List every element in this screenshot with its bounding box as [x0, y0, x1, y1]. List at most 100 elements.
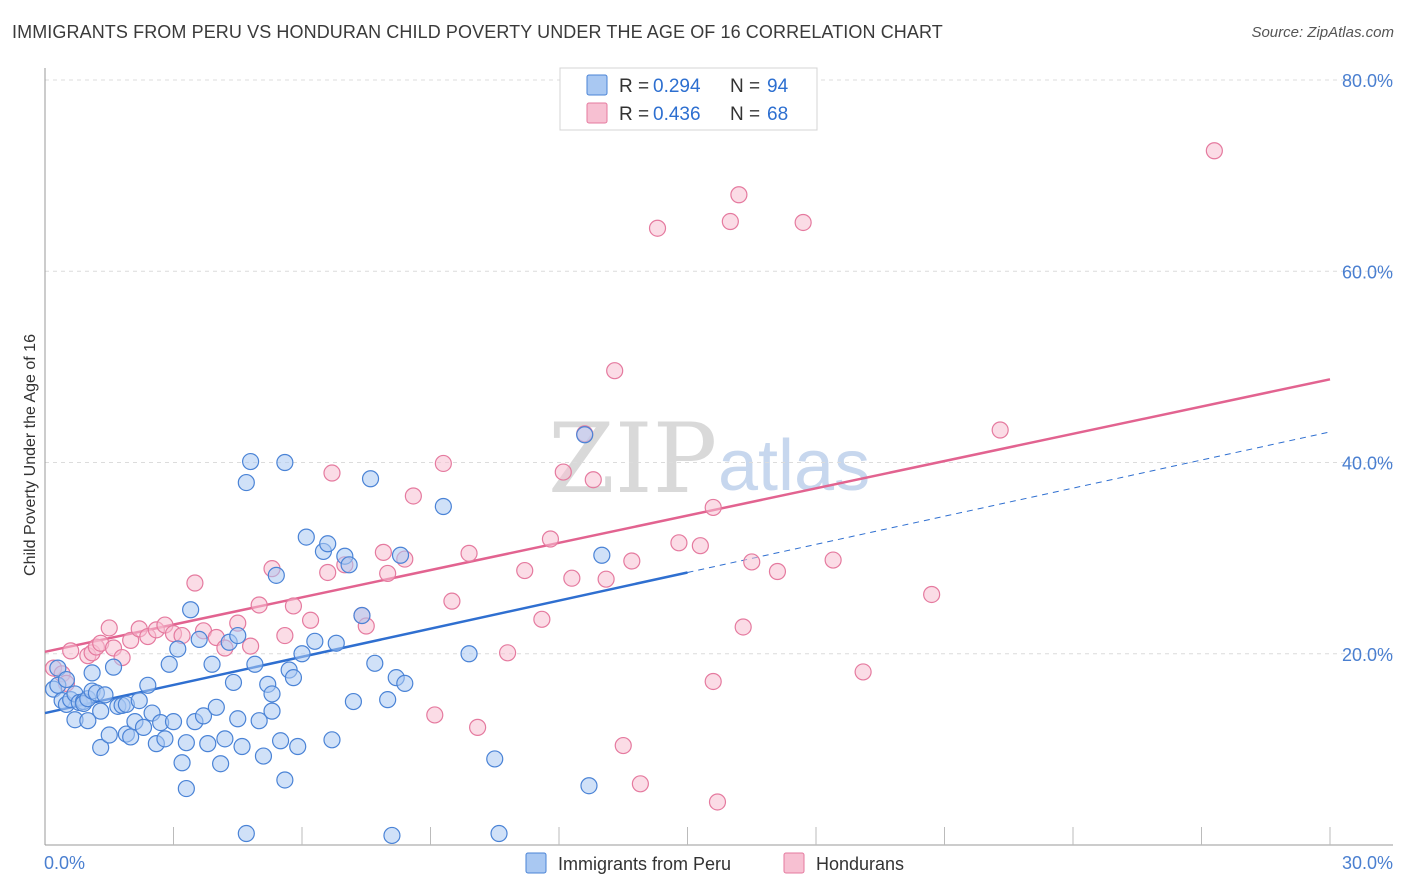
legend-swatch-hondurans — [586, 102, 608, 124]
data-point-peru — [250, 712, 268, 730]
chart-title: IMMIGRANTS FROM PERU VS HONDURAN CHILD P… — [12, 22, 943, 42]
data-points — [44, 142, 1223, 845]
data-point-hondurans — [554, 463, 572, 481]
series-legend: Immigrants from Peru Hondurans — [525, 852, 904, 874]
y-tick-labels: 20.0% 40.0% 60.0% 80.0% — [1342, 71, 1393, 665]
y-axis-label: Child Poverty Under the Age of 16 — [22, 334, 39, 576]
data-point-peru — [366, 654, 384, 672]
data-point-peru — [229, 626, 247, 645]
data-point-peru — [242, 452, 260, 471]
data-point-hondurans — [242, 637, 260, 655]
data-point-peru — [271, 732, 290, 750]
data-point-peru — [289, 737, 307, 756]
data-point-hondurans — [250, 596, 268, 614]
data-point-peru — [460, 645, 478, 663]
legend-r-value-hondurans: 0.436 — [653, 104, 701, 125]
series-legend-swatch-hondurans — [783, 852, 805, 874]
data-point-peru — [224, 673, 243, 692]
data-point-peru — [57, 670, 76, 689]
data-point-hondurans — [743, 553, 761, 571]
data-point-hondurans — [319, 563, 337, 582]
data-point-peru — [396, 674, 414, 692]
data-point-hondurans — [597, 570, 615, 588]
data-point-peru — [276, 453, 294, 472]
data-point-peru — [139, 676, 157, 694]
y-tick-label: 40.0% — [1342, 454, 1393, 474]
y-tick-label: 60.0% — [1342, 262, 1393, 282]
data-point-hondurans — [379, 564, 397, 583]
data-point-hondurans — [606, 362, 624, 380]
data-point-peru — [306, 632, 324, 650]
data-point-peru — [79, 712, 97, 730]
data-point-peru — [276, 771, 294, 789]
data-point-peru — [100, 726, 118, 744]
data-point-peru — [293, 645, 311, 663]
data-point-hondurans — [434, 454, 452, 473]
data-point-peru — [96, 686, 114, 704]
legend-r-label-peru: R = — [619, 76, 649, 97]
data-point-peru — [490, 824, 508, 843]
data-point-peru — [134, 718, 153, 736]
data-point-hondurans — [631, 775, 649, 793]
data-point-peru — [353, 606, 371, 625]
data-point-peru — [340, 556, 358, 574]
data-point-peru — [383, 826, 401, 845]
data-point-hondurans — [721, 212, 739, 231]
legend-swatch-peru — [586, 74, 608, 96]
legend-r-label-hondurans: R = — [619, 104, 649, 125]
data-point-peru — [92, 738, 110, 757]
data-point-peru — [434, 497, 452, 516]
data-point-hondurans — [991, 421, 1009, 439]
legend-r-value-peru: 0.294 — [653, 76, 701, 97]
data-point-hondurans — [623, 552, 641, 570]
data-point-hondurans — [794, 213, 812, 232]
data-point-peru — [233, 737, 251, 756]
data-point-hondurans — [734, 618, 752, 636]
gridlines — [45, 79, 1393, 655]
data-point-hondurans — [1205, 142, 1223, 160]
data-point-peru — [576, 426, 594, 444]
data-point-hondurans — [691, 537, 709, 555]
data-point-peru — [182, 601, 200, 619]
y-tick-label: 80.0% — [1342, 71, 1393, 91]
trend-line-peru — [44, 571, 688, 715]
data-point-peru — [203, 655, 221, 673]
data-point-peru — [263, 702, 281, 720]
data-point-peru — [156, 730, 174, 748]
data-point-hondurans — [824, 551, 842, 569]
data-point-peru — [297, 528, 315, 546]
data-point-hondurans — [499, 644, 517, 662]
data-point-hondurans — [426, 706, 444, 724]
data-point-peru — [263, 685, 281, 703]
data-point-peru — [194, 707, 213, 725]
data-point-hondurans — [704, 498, 722, 517]
data-point-hondurans — [704, 672, 722, 691]
data-point-peru — [130, 692, 148, 710]
data-point-peru — [284, 669, 303, 687]
legend-n-value-peru: 94 — [767, 76, 789, 97]
data-point-peru — [379, 691, 397, 709]
legend-n-label-hondurans: N = — [730, 104, 760, 125]
series-legend-label-hondurans: Hondurans — [816, 854, 904, 874]
y-tick-label: 20.0% — [1342, 645, 1393, 665]
data-point-peru — [391, 546, 410, 564]
data-point-hondurans — [284, 597, 303, 615]
data-point-peru — [49, 659, 67, 677]
data-point-hondurans — [323, 464, 341, 482]
data-point-hondurans — [374, 543, 392, 561]
data-point-peru — [83, 664, 101, 682]
data-point-hondurans — [533, 610, 551, 628]
series-legend-swatch-peru — [525, 852, 547, 874]
x-tick-label-min: 0.0% — [44, 853, 85, 873]
data-point-hondurans — [730, 186, 748, 204]
data-point-hondurans — [100, 619, 118, 637]
data-point-hondurans — [469, 718, 487, 736]
data-point-peru — [190, 630, 208, 649]
data-point-hondurans — [768, 562, 787, 581]
data-point-hondurans — [584, 471, 602, 489]
data-point-peru — [246, 655, 264, 673]
data-point-peru — [267, 566, 285, 584]
legend-n-label-peru: N = — [730, 76, 760, 97]
data-point-peru — [344, 692, 362, 711]
